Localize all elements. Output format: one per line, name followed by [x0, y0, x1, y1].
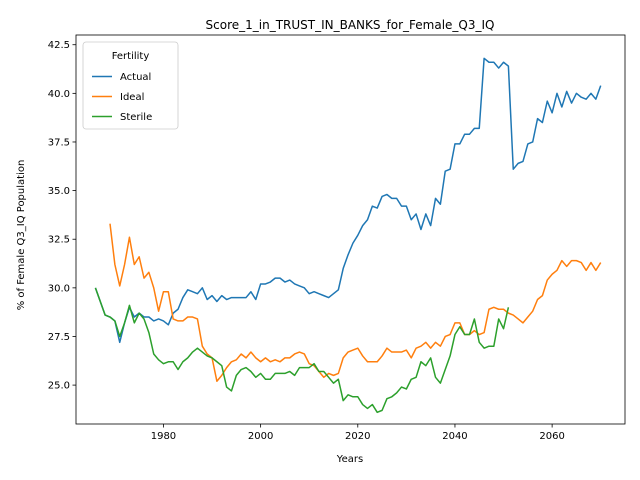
y-tick-label: 30.0: [48, 283, 70, 294]
legend-box: [82, 41, 179, 130]
legend-label-actual: Actual: [120, 72, 151, 83]
legend-label-ideal: Ideal: [120, 92, 144, 103]
x-tick-label: 1980: [151, 431, 176, 442]
series-line-ideal: [109, 223, 602, 382]
y-tick-label: 25.0: [48, 381, 70, 392]
x-axis-label: Years: [336, 454, 363, 465]
y-tick-label: 32.5: [48, 235, 70, 246]
y-tick-label: 42.5: [48, 40, 70, 51]
chart-title: Score_1_in_TRUST_IN_BANKS_for_Female_Q3_…: [206, 18, 495, 32]
plot-area: 1980 2000 2020 2040 2060 25.0 27.5 30.0 32.5 35.0…: [48, 34, 626, 442]
axes-frame: [75, 34, 626, 425]
x-tick-label: 2000: [248, 431, 273, 442]
y-axis-label: % of Female Q3_IQ Population: [16, 160, 27, 311]
series-line-actual: [94, 57, 602, 344]
y-tick-label: 37.5: [48, 137, 70, 148]
series-line-sterile: [94, 287, 510, 414]
legend-title: Fertility: [112, 51, 150, 62]
legend-label-sterile: Sterile: [120, 112, 152, 123]
y-tick-label: 40.0: [48, 89, 70, 100]
x-tick-label: 2040: [442, 431, 467, 442]
legend: Fertility Actual Ideal Sterile: [82, 41, 179, 130]
y-tick-label: 35.0: [48, 186, 70, 197]
x-tick-label: 2020: [345, 431, 370, 442]
y-tick-label: 27.5: [48, 332, 70, 343]
x-tick-label: 2060: [539, 431, 564, 442]
